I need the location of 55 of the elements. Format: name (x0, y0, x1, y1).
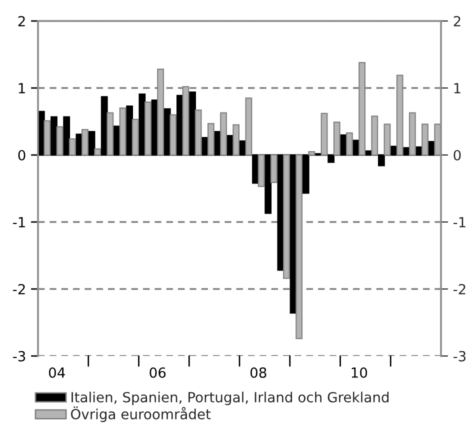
bar (283, 154, 290, 279)
bar (328, 154, 335, 163)
bar (302, 154, 310, 194)
bar (320, 112, 328, 156)
y2-tick-label: 0 (454, 150, 461, 160)
y-tick-label: -2 (13, 284, 25, 294)
bar (245, 97, 252, 156)
y-tick-label: 1 (18, 83, 25, 94)
bar (232, 124, 240, 156)
x-tick-label: 06 (150, 367, 166, 378)
bar (371, 116, 378, 156)
bar (144, 102, 152, 156)
x-tick-label: 10 (352, 367, 368, 378)
y-tick-label: 0 (18, 150, 26, 160)
y-tick-label: 2 (18, 16, 25, 26)
y2-tick-label: -3 (453, 350, 466, 362)
y-tick-label: -3 (13, 350, 26, 362)
bar (119, 108, 126, 156)
bar (94, 148, 102, 156)
bar (296, 154, 303, 340)
bar (346, 132, 353, 156)
bar (422, 124, 428, 156)
bar (189, 91, 196, 156)
bar (106, 112, 114, 156)
bar (50, 116, 58, 156)
y2-tick-label: 2 (454, 16, 460, 26)
bar (132, 118, 139, 156)
x-tick-label: 04 (48, 367, 65, 378)
legend-label: Övriga euroområdet (70, 406, 211, 422)
bar (220, 112, 227, 156)
y2-tick-label: -2 (453, 284, 466, 294)
x-tick-label: 08 (250, 367, 266, 378)
bar (207, 122, 214, 156)
bar (378, 154, 385, 166)
bar (126, 106, 134, 156)
bar (258, 154, 265, 188)
bar (194, 110, 202, 156)
y2-tick-label: 1 (454, 83, 460, 94)
bar (333, 122, 340, 156)
y2-tick-label: -1 (453, 217, 466, 228)
bar (88, 130, 96, 156)
bar (384, 124, 391, 156)
bar (408, 112, 416, 156)
bar (390, 146, 398, 156)
bar (264, 154, 272, 214)
bar (308, 151, 316, 156)
bar (68, 138, 76, 156)
bar (170, 114, 177, 156)
bar (56, 126, 64, 156)
bar (270, 154, 278, 184)
y-tick-label: -1 (13, 217, 25, 228)
bar (82, 128, 88, 156)
legend-label: Italien, Spanien, Portugal, Irland och Grekland (72, 392, 389, 406)
bar (63, 116, 70, 156)
bar (44, 120, 51, 156)
